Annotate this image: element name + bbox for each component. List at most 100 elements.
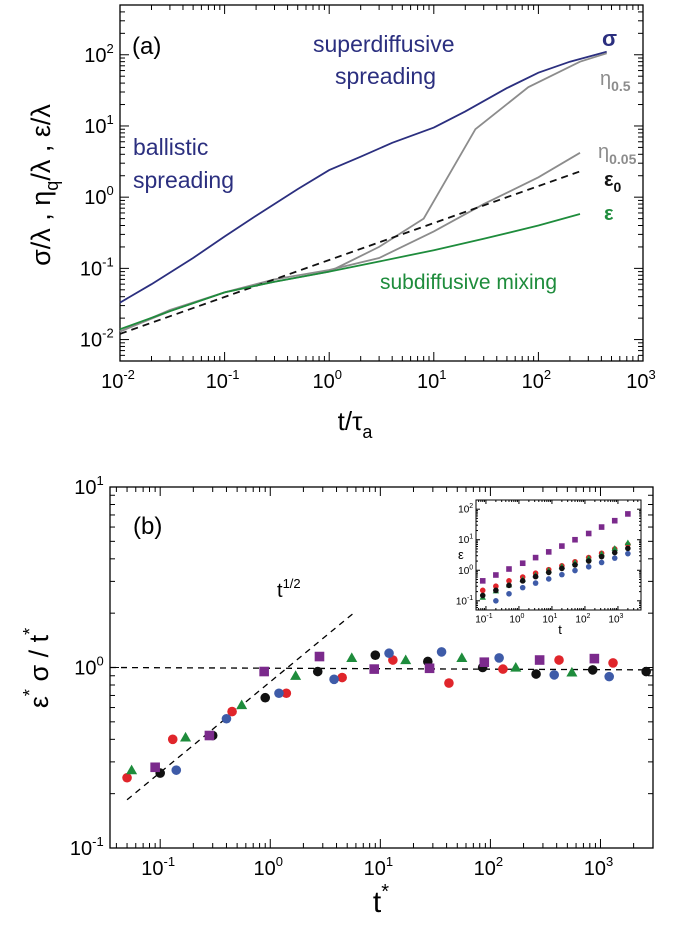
x-tick-label: 102 <box>575 613 590 626</box>
data-point-green <box>510 661 522 672</box>
data-point-black <box>611 549 618 556</box>
data-point-blue <box>274 688 284 699</box>
series-label-eps0-main: ε <box>604 169 614 191</box>
y-tick-label-exp: -1 <box>467 595 473 602</box>
series-label-eps0: ε0 <box>604 169 622 195</box>
panel-b-label: (b) <box>133 513 162 540</box>
y-tick-label-exp: -2 <box>102 326 114 341</box>
x-tick-label-base: 10 <box>364 858 386 880</box>
x-tick-label-exp: -1 <box>486 613 492 620</box>
data-point-green <box>566 666 578 677</box>
y-tick-label: 10-1 <box>80 254 114 280</box>
annotation-spreading: spreading <box>335 63 436 89</box>
data-point-green <box>126 764 138 775</box>
x-tick-label: 10-1 <box>206 367 240 393</box>
data-point-red <box>554 655 564 665</box>
x-tick-label-exp: 3 <box>649 367 656 382</box>
inset-ylabel: ε <box>458 547 464 562</box>
data-point-purple <box>259 666 269 677</box>
inset-frame <box>475 499 642 611</box>
y-tick-label-exp: 0 <box>106 183 113 198</box>
data-point-black <box>260 692 271 703</box>
data-point-green <box>346 652 358 663</box>
data-point-black <box>641 666 651 677</box>
data-point-green <box>290 670 302 680</box>
panel-a-ylabel: σ/λ , ηq/λ , ε/λ <box>26 104 62 266</box>
data-point-blue <box>519 584 526 591</box>
y-tick-label-base: 10 <box>70 838 92 860</box>
data-point-black <box>625 545 631 552</box>
series-line-eps0 <box>119 170 581 335</box>
x-tick-label-exp: -2 <box>123 367 135 382</box>
reference-label-base: t <box>277 580 283 602</box>
data-point-blue <box>506 590 512 597</box>
data-point-black <box>545 569 552 576</box>
data-point-black <box>493 587 499 594</box>
data-point-red <box>493 583 499 590</box>
y-tick-label: 10-2 <box>80 326 114 352</box>
panel-a-xlabel-main: t/τ <box>338 406 363 436</box>
y-tick-label-base: 10 <box>456 596 468 607</box>
y-tick-label-base: 10 <box>74 477 96 499</box>
x-tick-label: 100 <box>312 367 341 393</box>
x-tick-label-base: 10 <box>575 615 587 626</box>
x-tick-label: 101 <box>417 367 446 393</box>
series-label-eps0-sub: 0 <box>614 179 622 195</box>
data-point-purple <box>534 655 545 665</box>
data-point-purple <box>572 536 578 543</box>
data-point-red <box>506 578 512 584</box>
data-point-blue <box>559 571 565 578</box>
y-tick-label-base: 10 <box>84 116 106 138</box>
data-point-purple <box>314 651 325 662</box>
x-tick-label-base: 10 <box>254 858 276 880</box>
x-tick-label-base: 10 <box>206 371 228 393</box>
panel-a-xlabel: t/τa <box>338 406 374 442</box>
data-point-blue <box>532 580 539 586</box>
data-point-blue <box>585 563 592 570</box>
data-point-blue <box>611 555 618 561</box>
data-point-blue <box>545 576 552 582</box>
data-point-blue <box>221 713 232 724</box>
annotation-subdiffusive: subdiffusive mixing <box>380 271 557 294</box>
data-point-red <box>167 734 178 745</box>
y-tick-label: 101 <box>84 112 113 138</box>
x-tick-label: 102 <box>522 367 551 393</box>
x-tick-label-exp: 0 <box>521 613 525 620</box>
x-tick-label-exp: 3 <box>620 613 624 620</box>
data-point-red <box>608 658 618 668</box>
reference-label-exp: 1/2 <box>283 576 301 591</box>
y-tick-label-base: 10 <box>458 566 470 577</box>
y-tick-label-exp: 1 <box>469 534 473 541</box>
x-tick-label-base: 10 <box>522 371 544 393</box>
y-tick-label-base: 10 <box>80 330 102 352</box>
annotation-ballistic-line1: ballistic <box>133 134 208 160</box>
data-point-blue <box>549 670 560 680</box>
data-point-purple <box>532 554 539 561</box>
y-tick-label: 102 <box>458 503 473 516</box>
data-point-green <box>624 539 632 546</box>
data-point-red <box>337 672 347 683</box>
data-point-purple <box>479 578 486 584</box>
y-tick-label-exp: 2 <box>469 503 473 510</box>
y-tick-label: 100 <box>74 654 103 680</box>
data-point-purple <box>585 530 592 537</box>
data-point-purple <box>369 664 380 674</box>
data-point-purple <box>150 762 160 773</box>
y-tick-label: 100 <box>84 183 113 209</box>
data-point-red <box>444 678 454 688</box>
series-line-eps <box>119 213 581 331</box>
x-tick-label: 101 <box>364 854 393 880</box>
data-point-black <box>531 669 541 679</box>
x-tick-label-exp: 0 <box>335 367 342 382</box>
y-tick-label-base: 10 <box>74 658 96 680</box>
x-tick-label: 103 <box>626 367 655 393</box>
data-point-blue <box>598 559 605 566</box>
data-point-blue <box>493 598 499 604</box>
y-tick-label-exp: -1 <box>92 834 104 849</box>
x-tick-label-exp: -1 <box>228 367 240 382</box>
data-point-red <box>227 706 237 717</box>
data-point-green <box>611 545 618 551</box>
